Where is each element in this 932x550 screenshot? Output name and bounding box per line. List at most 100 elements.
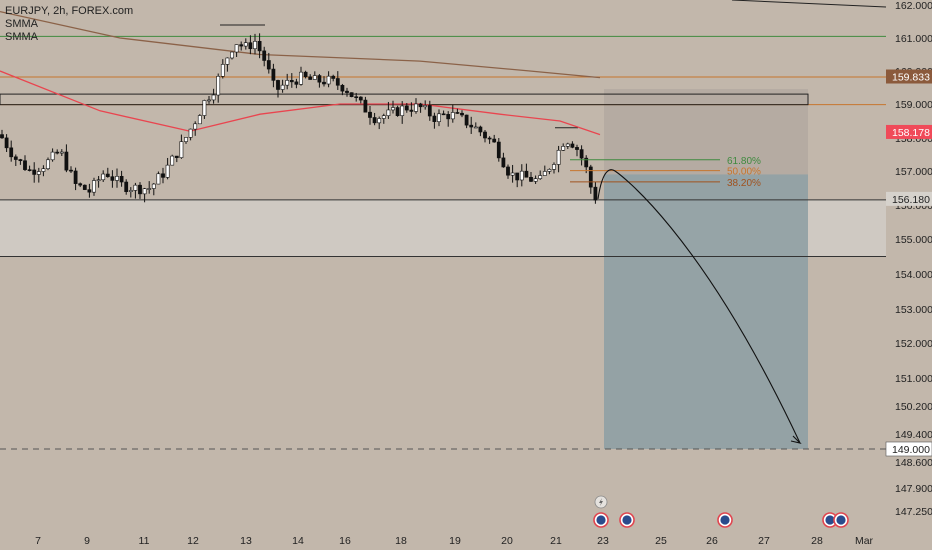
candle-body <box>92 180 96 193</box>
candle-body <box>575 147 579 150</box>
smma-fast-line <box>0 70 601 136</box>
y-tick-label: 155.000 <box>895 234 932 246</box>
candle <box>119 170 124 187</box>
projection-arrowhead <box>790 435 802 444</box>
candle-body <box>32 169 37 175</box>
legend-smma-1[interactable]: SMMA <box>5 18 38 30</box>
candle-body <box>202 100 207 116</box>
event-icon-core <box>836 515 846 525</box>
candle-body <box>248 42 253 50</box>
x-tick-label: 20 <box>501 535 513 547</box>
candle <box>441 110 446 116</box>
candle <box>124 179 129 195</box>
x-tick-label: 25 <box>655 535 667 547</box>
candle <box>0 129 4 139</box>
candle-body <box>220 64 225 77</box>
candle-body <box>188 128 193 138</box>
price-tag-label: 149.000 <box>892 444 930 456</box>
candle <box>524 163 529 178</box>
candle-body <box>441 113 446 116</box>
candle <box>358 96 363 104</box>
candle <box>276 79 280 98</box>
candle <box>409 102 414 117</box>
candle-body <box>151 183 156 189</box>
candle <box>151 182 156 196</box>
event-icon-core <box>622 515 632 525</box>
candle <box>506 164 510 179</box>
candle-body <box>345 90 349 93</box>
event-icon-core <box>720 515 730 525</box>
price-tag-label: 158.178 <box>892 127 930 139</box>
candle <box>391 100 395 114</box>
candle <box>437 109 441 127</box>
candle-body <box>542 171 547 176</box>
candle-body <box>386 109 391 116</box>
candle-body <box>483 131 487 139</box>
candle <box>478 125 483 137</box>
candle <box>464 114 469 129</box>
candle <box>266 52 271 74</box>
candle-body <box>487 137 492 140</box>
candle <box>368 105 372 125</box>
economic-event-icon <box>822 512 838 528</box>
candle-body <box>432 115 437 122</box>
candle <box>92 177 96 196</box>
candle-body <box>87 189 92 193</box>
y-tick-label: 148.600 <box>895 457 932 469</box>
candle-body <box>55 151 60 154</box>
candle-body <box>50 151 55 161</box>
candle-body <box>285 80 290 86</box>
candle-body <box>552 164 556 170</box>
candle-body <box>211 94 216 101</box>
candle <box>395 105 400 117</box>
projection-curve <box>597 169 801 444</box>
candle-body <box>253 41 257 50</box>
candle-body <box>266 60 271 70</box>
candle-body <box>460 112 464 116</box>
flash-icon <box>599 498 603 506</box>
candle <box>115 168 119 188</box>
candle-body <box>588 166 593 188</box>
price-tag-box <box>886 124 932 139</box>
candle-body <box>243 42 248 47</box>
candle <box>400 101 405 124</box>
candle <box>377 116 382 130</box>
candle <box>423 100 428 110</box>
candle <box>271 63 276 88</box>
candle <box>487 136 492 144</box>
price-tag: 156.180 <box>886 191 932 206</box>
legend-smma-2[interactable]: SMMA <box>5 31 38 43</box>
candle-body <box>119 176 124 183</box>
candle-body <box>335 78 340 86</box>
candle-body <box>377 118 382 124</box>
candle <box>253 33 257 55</box>
x-tick-label: 19 <box>449 535 461 547</box>
candle <box>50 148 55 162</box>
candle-body <box>464 114 469 126</box>
candle-body <box>179 141 184 158</box>
candle <box>312 71 317 80</box>
x-tick-label: 13 <box>240 535 252 547</box>
legend-symbol[interactable]: EURJPY, 2h, FOREX.com <box>5 5 134 17</box>
candle-body <box>156 173 161 185</box>
economic-event-icon <box>593 512 609 528</box>
candle-body <box>510 172 515 176</box>
candle-body <box>23 160 27 170</box>
candle-body <box>501 157 506 168</box>
candle <box>593 181 598 204</box>
candle <box>469 116 474 134</box>
y-tick-label: 147.250 <box>895 506 932 518</box>
candle-body <box>469 124 474 128</box>
price-tag-box <box>886 69 932 84</box>
candle-body <box>529 176 533 182</box>
candle <box>36 167 41 183</box>
price-tag: 158.178 <box>886 124 932 139</box>
fib-label: 38.20% <box>727 178 761 189</box>
candle <box>64 144 69 173</box>
candle-body <box>506 166 510 176</box>
candle-body <box>455 112 460 114</box>
candle-body <box>78 183 83 186</box>
candle <box>18 158 23 165</box>
candle-body <box>492 138 497 143</box>
